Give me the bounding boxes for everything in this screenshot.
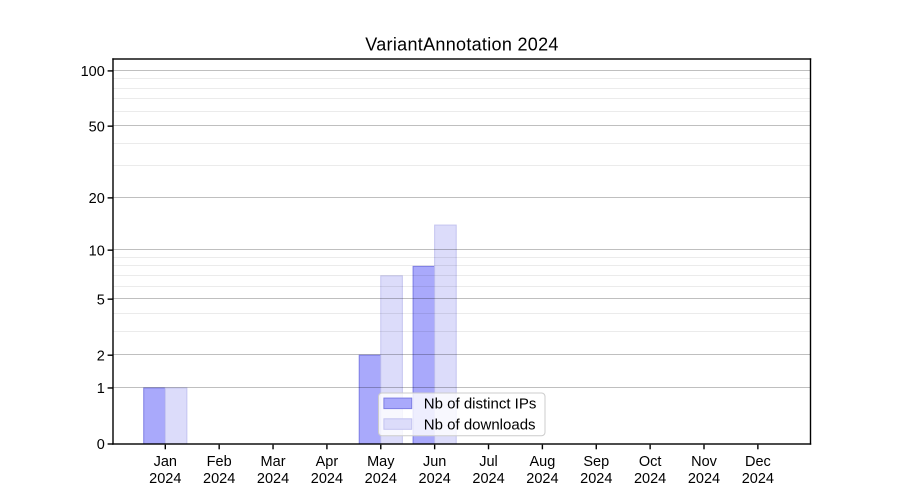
svg-text:May: May — [367, 454, 395, 470]
svg-text:2024: 2024 — [688, 471, 720, 487]
svg-text:2024: 2024 — [311, 471, 343, 487]
svg-text:20: 20 — [89, 191, 105, 207]
svg-text:Feb: Feb — [207, 454, 232, 470]
svg-text:5: 5 — [97, 292, 105, 308]
svg-text:2024: 2024 — [257, 471, 289, 487]
svg-text:100: 100 — [81, 64, 105, 80]
svg-text:0: 0 — [97, 437, 105, 453]
svg-text:Sep: Sep — [583, 454, 609, 470]
svg-text:10: 10 — [89, 243, 105, 259]
svg-text:2024: 2024 — [526, 471, 558, 487]
svg-text:Mar: Mar — [261, 454, 286, 470]
svg-text:Jul: Jul — [479, 454, 498, 470]
svg-text:Nov: Nov — [691, 454, 718, 470]
svg-text:2024: 2024 — [365, 471, 397, 487]
svg-text:2: 2 — [97, 348, 105, 364]
svg-text:Nb of distinct IPs: Nb of distinct IPs — [424, 396, 537, 413]
svg-text:2024: 2024 — [580, 471, 612, 487]
svg-text:2024: 2024 — [634, 471, 666, 487]
svg-text:2024: 2024 — [419, 471, 451, 487]
svg-text:Jun: Jun — [423, 454, 446, 470]
svg-text:VariantAnnotation 2024: VariantAnnotation 2024 — [365, 35, 558, 55]
svg-text:2024: 2024 — [149, 471, 181, 487]
svg-text:Nb of downloads: Nb of downloads — [424, 416, 536, 433]
svg-text:Dec: Dec — [745, 454, 771, 470]
svg-text:Apr: Apr — [316, 454, 339, 470]
svg-text:Aug: Aug — [529, 454, 555, 470]
svg-text:Jan: Jan — [154, 454, 177, 470]
svg-text:Oct: Oct — [639, 454, 662, 470]
svg-text:2024: 2024 — [472, 471, 504, 487]
svg-text:1: 1 — [97, 381, 105, 397]
svg-text:2024: 2024 — [203, 471, 235, 487]
svg-text:2024: 2024 — [742, 471, 774, 487]
svg-text:50: 50 — [89, 119, 105, 135]
